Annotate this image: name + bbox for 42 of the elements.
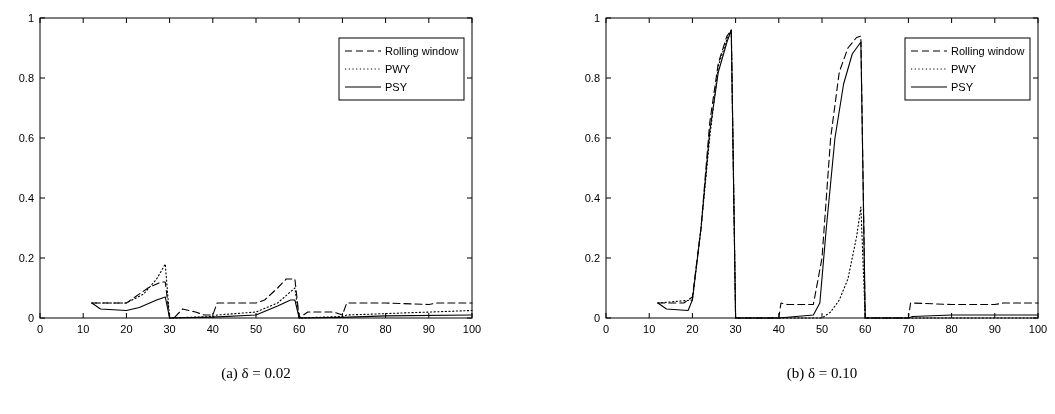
legend-label: PSY	[951, 81, 974, 93]
x-tick-label: 60	[859, 323, 872, 335]
x-tick-label: 0	[36, 323, 44, 335]
x-tick-label: 50	[815, 323, 829, 335]
y-tick-label: 1	[593, 12, 600, 24]
x-tick-label: 20	[686, 323, 699, 335]
y-tick-label: 0.2	[18, 252, 34, 264]
x-tick-label: 40	[206, 323, 219, 335]
x-tick-label: 40	[772, 323, 785, 335]
y-tick-label: 0.8	[584, 72, 600, 84]
x-tick-label: 100	[1028, 323, 1048, 335]
x-tick-label: 50	[249, 323, 263, 335]
x-tick-label: 100	[462, 323, 482, 335]
y-tick-label: 0	[27, 312, 34, 324]
x-tick-label: 10	[643, 323, 656, 335]
x-tick-label: 30	[163, 323, 176, 335]
x-tick-label: 10	[77, 323, 90, 335]
y-tick-label: 0.2	[584, 252, 600, 264]
y-tick-label: 0.6	[18, 132, 34, 144]
text: (b) δ = 0.10	[786, 365, 858, 382]
x-tick-label: 90	[422, 323, 435, 335]
x-tick-label: 30	[729, 323, 742, 335]
x-tick-label: 60	[293, 323, 306, 335]
x-tick-label: 0	[602, 323, 610, 335]
y-tick-label: 0.4	[584, 192, 600, 204]
text: (a) δ = 0.02	[221, 365, 291, 382]
x-tick-label: 80	[945, 323, 958, 335]
y-tick-label: 1	[27, 12, 34, 24]
legend-label: PWY	[385, 63, 411, 75]
legend-label: Rolling window	[385, 45, 459, 57]
legend-label: PSY	[385, 81, 408, 93]
x-tick-label: 70	[902, 323, 915, 335]
y-tick-label: 0.4	[18, 192, 34, 204]
legend-label: PWY	[951, 63, 977, 75]
legend-label: Rolling window	[951, 45, 1025, 57]
x-tick-label: 20	[120, 323, 133, 335]
y-tick-label: 0	[593, 312, 600, 324]
x-tick-label: 70	[336, 323, 349, 335]
y-tick-label: 0.8	[18, 72, 34, 84]
y-tick-label: 0.6	[584, 132, 600, 144]
x-tick-label: 90	[988, 323, 1001, 335]
x-tick-label: 80	[379, 323, 392, 335]
